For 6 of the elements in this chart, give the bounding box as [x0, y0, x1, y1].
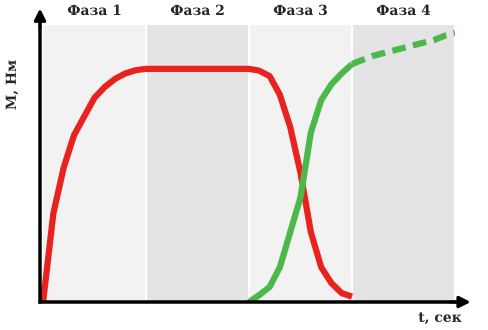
text: Фаза 3 — [274, 4, 327, 16]
text: Фаза 1 — [68, 4, 120, 16]
x-axis-title: t, сек — [418, 312, 462, 324]
y-axis-title: М, Нм — [6, 60, 18, 110]
text: Фаза 4 — [376, 4, 430, 16]
text: Фаза 2 — [170, 4, 224, 16]
